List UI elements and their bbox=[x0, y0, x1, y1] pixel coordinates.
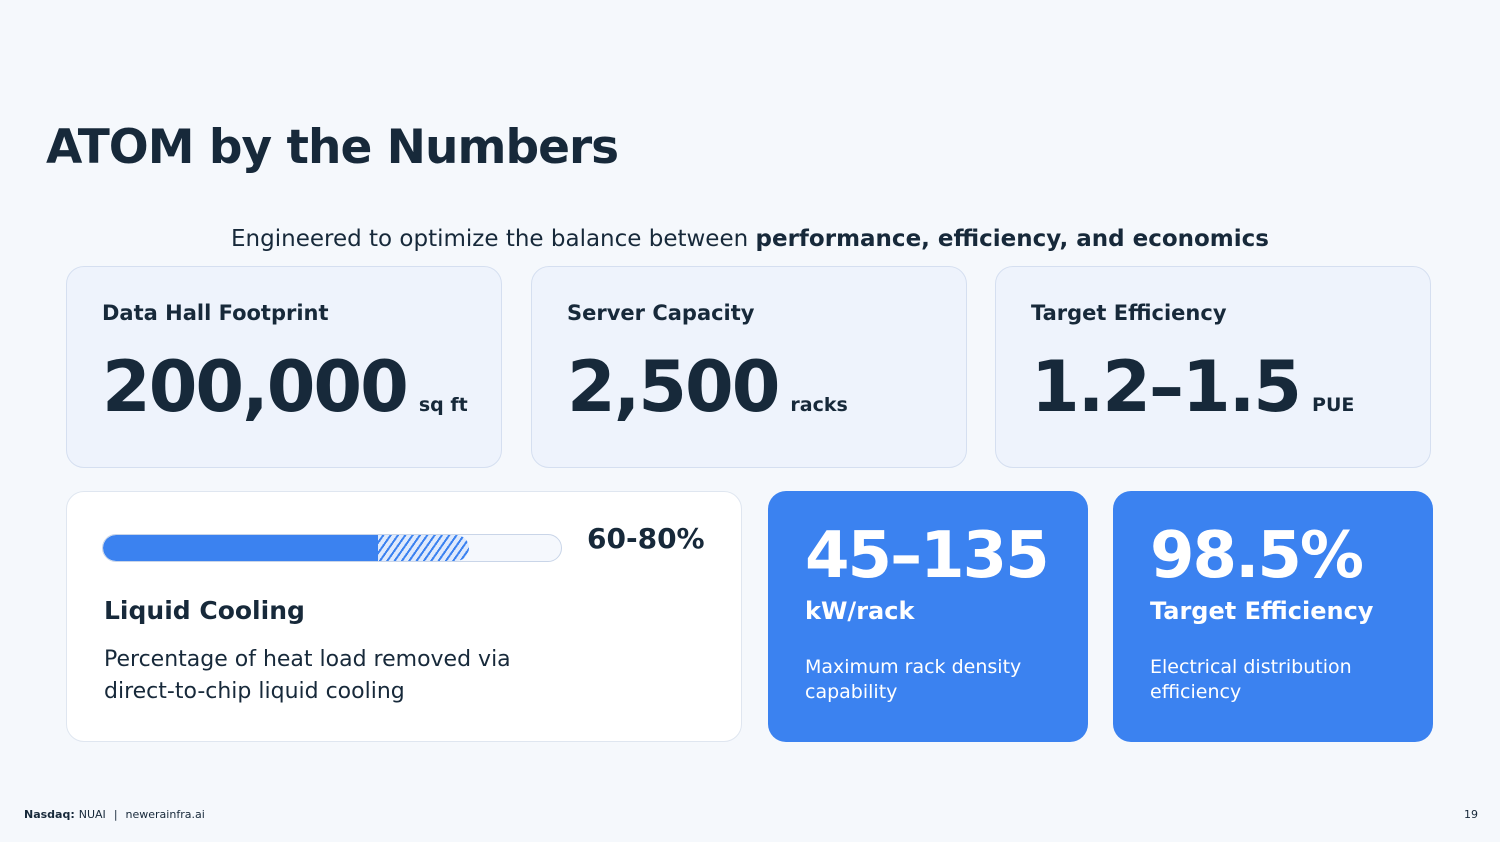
highlight-label: Target Efficiency bbox=[1150, 597, 1374, 625]
progress-range-hatch bbox=[377, 535, 470, 561]
website-link[interactable]: newerainfra.ai bbox=[125, 808, 205, 821]
cooling-description: Percentage of heat load removed via dire… bbox=[104, 647, 511, 704]
stat-unit: PUE bbox=[1312, 394, 1355, 416]
page-title: ATOM by the Numbers bbox=[46, 120, 619, 175]
stat-label: Target Efficiency bbox=[1031, 301, 1227, 325]
progress-fill bbox=[103, 535, 378, 561]
stat-label: Server Capacity bbox=[567, 301, 755, 325]
highlight-value: 98.5% bbox=[1150, 519, 1364, 593]
subtitle-text: Engineered to optimize the balance betwe… bbox=[231, 226, 756, 252]
stat-value: 200,000 bbox=[102, 346, 409, 428]
highlight-card-rack-density: 45–135 kW/rack Maximum rack density capa… bbox=[768, 491, 1088, 742]
ticker-symbol: NUAI bbox=[78, 808, 106, 821]
footer-separator: | bbox=[113, 808, 118, 821]
cooling-range-value: 60-80% bbox=[587, 522, 705, 555]
stat-value: 1.2–1.5 bbox=[1031, 346, 1302, 428]
highlight-description: Maximum rack density capability bbox=[805, 656, 1022, 703]
stat-value-row: 200,000 sq ft bbox=[102, 349, 468, 426]
subtitle-emphasis: performance, efficiency, and economics bbox=[755, 226, 1269, 252]
stat-unit: racks bbox=[790, 394, 848, 416]
stat-value-row: 1.2–1.5 PUE bbox=[1031, 349, 1354, 426]
stat-label: Data Hall Footprint bbox=[102, 301, 329, 325]
cooling-title: Liquid Cooling bbox=[104, 596, 305, 625]
stat-card-server-capacity: Server Capacity 2,500 racks bbox=[531, 266, 967, 468]
stat-value-row: 2,500 racks bbox=[567, 349, 848, 426]
ticker-label: Nasdaq: bbox=[24, 808, 75, 821]
footer: Nasdaq: NUAI | newerainfra.ai bbox=[24, 808, 205, 821]
stat-card-target-efficiency: Target Efficiency 1.2–1.5 PUE bbox=[995, 266, 1431, 468]
stat-value: 2,500 bbox=[567, 346, 780, 428]
highlight-card-electrical-efficiency: 98.5% Target Efficiency Electrical distr… bbox=[1113, 491, 1433, 742]
highlight-label: kW/rack bbox=[805, 597, 915, 625]
page-number: 19 bbox=[1464, 808, 1478, 821]
cooling-progress-bar bbox=[102, 534, 562, 562]
highlight-value: 45–135 bbox=[805, 519, 1050, 593]
subtitle: Engineered to optimize the balance betwe… bbox=[0, 226, 1500, 252]
liquid-cooling-card: 60-80% Liquid Cooling Percentage of heat… bbox=[66, 491, 742, 742]
stat-unit: sq ft bbox=[418, 394, 468, 416]
highlight-description: Electrical distribution efficiency bbox=[1150, 656, 1352, 703]
stat-card-data-hall-footprint: Data Hall Footprint 200,000 sq ft bbox=[66, 266, 502, 468]
